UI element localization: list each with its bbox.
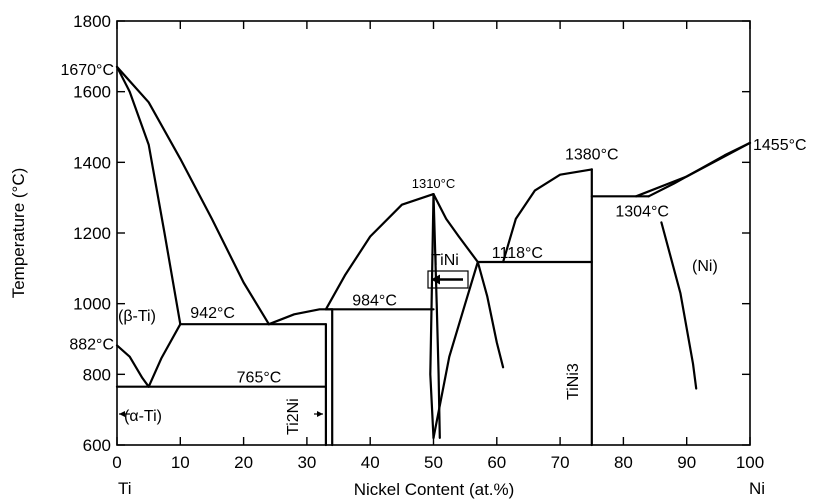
x-tick-label: 50 [424,453,443,472]
x-tick-label: 10 [171,453,190,472]
phase-boundary-line [432,193,479,264]
temperature-label: 765°C [237,370,282,387]
phase-boundary-line [660,221,698,390]
y-axis-title: Temperature (°C) [9,168,28,299]
x-axis-title: Nickel Content (at.%) [354,480,515,499]
phase-boundary-line [634,141,752,198]
x-tick-label: 30 [297,453,316,472]
phase-boundary-line [429,193,435,439]
x-tick-label: 90 [677,453,696,472]
phase-label-alpha-ti: (α-Ti) [124,408,162,425]
phase-boundary-line [324,193,435,311]
x-tick-label: 20 [234,453,253,472]
phase-boundary-line [432,260,479,439]
annotations: 1670°C 882°C 942°C 765°C 984°C 1310°C 1118°C 13… [60,62,806,387]
phase-boundary-line [502,168,593,264]
temperature-label: 1455°C [753,137,807,154]
x-tick-label: 60 [487,453,506,472]
phase-label-tini: TiNi [431,252,459,269]
y-tick-label: 1000 [73,295,111,314]
x-tick-label: 0 [112,453,121,472]
phase-boundary-line [115,65,182,326]
x-tick-label: 70 [551,453,570,472]
temperature-label: 942°C [190,305,235,322]
alpha-ti-range-arrow-icon [119,411,130,417]
phase-label-tini3: TiNi3 [565,363,582,400]
phase-label-ti2ni: Ti2Ni [285,398,302,435]
phase-label-ni: (Ni) [692,258,718,275]
temperature-label: 1380°C [565,146,619,163]
x-tick-label: 80 [614,453,633,472]
phase-boundary-line [432,193,441,439]
temperature-label: 1310°C [412,176,456,191]
end-label-ni: Ni [749,479,765,498]
phase-boundary-line [115,323,182,388]
temperature-label: 1118°C [492,245,543,262]
y-tick-label: 1800 [73,12,111,31]
phase-boundaries [115,65,752,447]
axis-ticks: 0 10 20 30 40 50 60 70 80 90 100 600 800 1000 1200 1400… [73,12,764,472]
y-tick-label: 1200 [73,224,111,243]
ti2ni-range-arrow-icon [314,411,323,417]
phase-boundary-line [115,65,270,326]
y-tick-label: 1400 [73,153,111,172]
y-tick-label: 800 [83,365,111,384]
left-arrow-icon [431,274,463,285]
temperature-label: 1670°C [60,62,114,79]
tini-arrow-box [427,270,469,289]
temperature-label: 882°C [69,336,114,353]
phase-label-beta-ti: (β-Ti) [118,308,156,325]
x-tick-label: 40 [361,453,380,472]
phase-boundary-line [476,260,505,369]
temperature-label: 1304°C [615,203,669,220]
phase-boundary-line [267,308,334,326]
end-label-ti: Ti [118,479,132,498]
temperature-label: 984°C [352,292,397,309]
x-tick-label: 100 [736,453,764,472]
y-tick-label: 600 [83,436,111,455]
y-tick-label: 1600 [73,83,111,102]
